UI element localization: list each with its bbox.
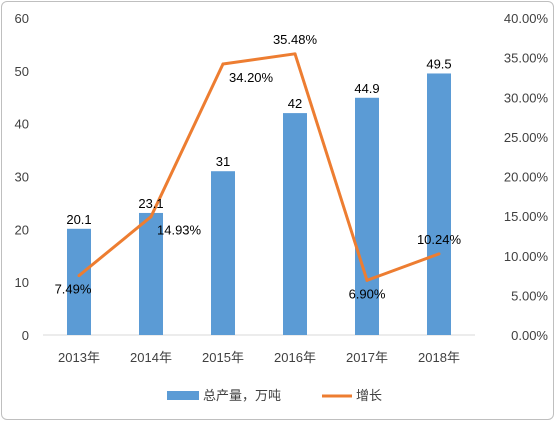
line-data-label: 7.49%: [55, 282, 92, 297]
legend-label-line: 增长: [356, 389, 382, 404]
bar-data-label: 44.9: [354, 81, 379, 96]
line-point: [366, 279, 369, 282]
line-point: [438, 252, 441, 255]
x-tick-label: 2017年: [346, 350, 388, 365]
line-data-label: 14.93%: [157, 223, 202, 238]
line-data-label: 10.24%: [417, 232, 462, 247]
bar-data-label: 42: [288, 96, 302, 111]
axes: 0 10 20 30 40 50 60 0.00% 5.00% 10.00% 15.00% 20.00…: [15, 11, 549, 365]
data-labels: 20.1 23.1 31 42 44.9 49.5 7.49% 14.93% 34.20% 35.…: [55, 32, 462, 301]
y-right-tick-label: 10.00%: [504, 249, 549, 264]
bar: [427, 73, 451, 335]
legend-label-bar: 总产量，万吨: [203, 389, 281, 404]
y-right-tick-label: 30.00%: [504, 90, 549, 105]
y-right-tick-label: 0.00%: [511, 328, 548, 343]
y-right-tick-label: 5.00%: [511, 288, 548, 303]
y-left-tick-label: 60: [15, 11, 29, 26]
y-left-tick-label: 40: [15, 117, 29, 132]
y-left-tick-label: 30: [15, 170, 29, 185]
bar-data-label: 20.1: [66, 212, 91, 227]
x-tick-label: 2014年: [130, 350, 172, 365]
line-point: [222, 62, 225, 65]
line-data-label: 6.90%: [349, 286, 386, 301]
y-left-tick-label: 50: [15, 64, 29, 79]
y-right-tick-label: 35.00%: [504, 51, 549, 66]
legend-swatch-bar: [167, 391, 199, 400]
bar-data-label: 49.5: [426, 56, 451, 71]
x-tick-label: 2015年: [202, 350, 244, 365]
x-tick-label: 2013年: [58, 350, 100, 365]
y-left-tick-label: 10: [15, 275, 29, 290]
line-data-label: 34.20%: [229, 70, 274, 85]
y-right-tick-label: 40.00%: [504, 11, 549, 26]
legend: 总产量，万吨 增长: [167, 389, 382, 404]
x-tick-label: 2018年: [418, 350, 460, 365]
growth-line: [79, 54, 439, 280]
y-right-tick-label: 15.00%: [504, 209, 549, 224]
bar: [283, 113, 307, 335]
y-right-tick-label: 20.00%: [504, 170, 549, 185]
y-left-tick-label: 0: [22, 328, 29, 343]
line-point: [78, 274, 81, 277]
bar: [211, 171, 235, 335]
bar-data-label: 31: [216, 154, 230, 169]
bar-series: [67, 73, 451, 335]
line-point: [150, 215, 153, 218]
y-left-tick-label: 20: [15, 222, 29, 237]
x-tick-label: 2016年: [274, 350, 316, 365]
line-series: [78, 52, 441, 281]
bar-data-label: 23.1: [138, 196, 163, 211]
y-right-tick-label: 25.00%: [504, 130, 549, 145]
line-data-label: 35.48%: [273, 32, 318, 47]
line-point: [294, 52, 297, 55]
